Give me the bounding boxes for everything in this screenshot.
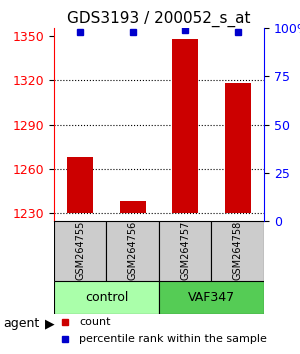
Bar	[172, 39, 198, 213]
Text: GSM264755: GSM264755	[75, 221, 85, 280]
Bar	[67, 157, 93, 213]
Title: GDS3193 / 200052_s_at: GDS3193 / 200052_s_at	[67, 11, 251, 27]
Text: GSM264756: GSM264756	[128, 221, 138, 280]
FancyBboxPatch shape	[54, 281, 159, 314]
Bar	[225, 83, 251, 213]
Text: percentile rank within the sample: percentile rank within the sample	[79, 334, 267, 344]
FancyBboxPatch shape	[54, 221, 106, 281]
FancyBboxPatch shape	[106, 221, 159, 281]
FancyBboxPatch shape	[159, 221, 211, 281]
Text: control: control	[85, 291, 128, 304]
Text: count: count	[79, 317, 111, 327]
Bar	[120, 201, 146, 213]
Text: VAF347: VAF347	[188, 291, 235, 304]
Text: GSM264758: GSM264758	[233, 221, 243, 280]
FancyBboxPatch shape	[212, 221, 264, 281]
FancyBboxPatch shape	[159, 281, 264, 314]
Text: GSM264757: GSM264757	[180, 221, 190, 280]
Text: ▶: ▶	[45, 318, 55, 330]
Text: agent: agent	[3, 318, 39, 330]
